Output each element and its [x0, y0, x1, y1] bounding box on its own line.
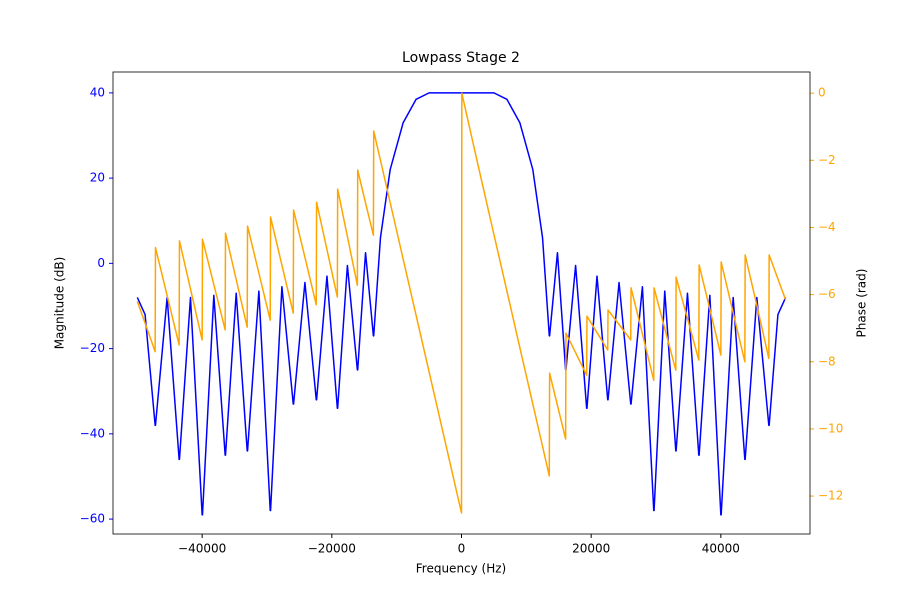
- y2-tick-label: −10: [818, 421, 843, 435]
- y-tick-label: −40: [80, 426, 105, 440]
- y2-tick-label: −2: [818, 153, 836, 167]
- y2-tick-label: −6: [818, 287, 836, 301]
- x-axis-label: Frequency (Hz): [416, 562, 507, 576]
- y2-tick-label: −12: [818, 489, 843, 503]
- y-tick-label: −60: [80, 512, 105, 526]
- y2-tick-label: −4: [818, 220, 836, 234]
- y2-tick-label: 0: [818, 86, 826, 100]
- x-tick-label: 20000: [572, 542, 610, 556]
- y-axis-label: Magnitude (dB): [53, 257, 67, 350]
- y-tick-label: 20: [90, 171, 105, 185]
- y2-tick-label: −8: [818, 354, 836, 368]
- chart-title: Lowpass Stage 2: [402, 50, 520, 66]
- y-tick-label: 0: [97, 256, 105, 270]
- x-tick-label: 0: [458, 542, 466, 556]
- series-line: [136, 92, 787, 514]
- y-tick-label: 40: [90, 85, 105, 99]
- plot-frame: [112, 71, 811, 535]
- y-tick-label: −20: [80, 341, 105, 355]
- y2-axis-label: Phase (rad): [855, 269, 869, 338]
- x-tick-label: 40000: [702, 542, 740, 556]
- x-tick-label: −20000: [308, 542, 356, 556]
- x-tick-label: −40000: [178, 542, 226, 556]
